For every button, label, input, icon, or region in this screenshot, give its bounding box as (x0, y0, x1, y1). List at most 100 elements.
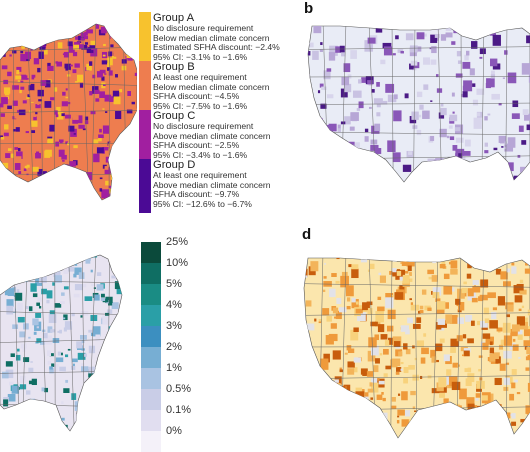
county-patch (370, 252, 377, 260)
county-patch (308, 397, 311, 399)
county-patch (422, 431, 427, 437)
county-patch (490, 341, 493, 345)
county-patch (432, 275, 438, 282)
county-patch (441, 34, 446, 41)
county-patch (392, 268, 396, 272)
county-patch (322, 143, 328, 149)
county-patch (59, 330, 62, 334)
county-patch (77, 75, 83, 83)
county-patch (59, 423, 64, 428)
county-patch (343, 178, 347, 182)
county-patch (381, 392, 383, 395)
county-patch (92, 203, 94, 205)
county-patch (301, 414, 303, 417)
county-patch (90, 425, 93, 429)
county-patch (37, 203, 43, 209)
county-patch (99, 427, 102, 429)
county-patch (361, 417, 367, 422)
county-patch (373, 365, 378, 372)
county-patch (53, 421, 60, 430)
county-patch (85, 117, 88, 121)
county-patch (340, 401, 348, 408)
county-patch (59, 32, 65, 36)
county-patch (8, 148, 12, 151)
map-c-svg (0, 245, 137, 442)
county-patch (401, 369, 403, 371)
county-patch (430, 100, 432, 101)
county-patch (419, 115, 421, 118)
county-patch (61, 155, 67, 160)
county-patch (472, 298, 478, 302)
county-patch (42, 387, 45, 391)
county-patch (108, 51, 112, 56)
county-patch (527, 24, 529, 26)
county-patch (376, 26, 382, 32)
county-patch (370, 397, 373, 399)
county-patch (490, 423, 498, 429)
county-patch (8, 183, 10, 186)
county-patch (16, 70, 19, 74)
county-patch (323, 276, 326, 279)
county-patch (132, 133, 137, 138)
scale-swatch (141, 305, 161, 326)
county-patch (466, 253, 474, 260)
county-patch (321, 380, 323, 382)
county-patch (19, 331, 25, 337)
county-patch (474, 285, 476, 288)
county-patch (10, 200, 14, 204)
county-patch (403, 378, 408, 383)
county-patch (430, 136, 434, 141)
county-patch (136, 41, 137, 47)
county-patch (440, 339, 445, 343)
county-patch (58, 42, 63, 48)
county-patch (347, 297, 350, 301)
county-patch (56, 357, 63, 362)
county-patch (498, 296, 505, 305)
county-patch (128, 20, 133, 26)
county-patch (314, 427, 318, 431)
county-patch (74, 294, 80, 298)
county-patch (402, 419, 409, 426)
county-patch (63, 388, 69, 393)
county-patch (517, 316, 525, 325)
county-patch (526, 356, 530, 360)
county-patch (46, 300, 49, 303)
county-patch (22, 203, 26, 207)
county-patch (25, 31, 30, 35)
county-patch (305, 407, 314, 413)
county-patch (100, 188, 103, 191)
legend-swatch (139, 61, 151, 110)
county-patch (365, 136, 369, 142)
county-patch (343, 168, 349, 174)
county-patch (501, 412, 506, 417)
county-patch (366, 182, 369, 185)
county-patch (324, 263, 326, 264)
county-patch (4, 193, 6, 195)
county-patch (312, 119, 318, 127)
county-patch (2, 24, 9, 29)
county-patch (378, 324, 384, 332)
county-patch (331, 273, 337, 277)
county-patch (130, 303, 134, 306)
county-patch (435, 423, 440, 428)
county-patch (327, 94, 333, 98)
county-patch (495, 410, 503, 420)
county-patch (102, 315, 109, 324)
county-patch (422, 111, 430, 119)
county-patch (479, 355, 483, 357)
county-patch (48, 201, 52, 206)
county-patch (498, 177, 500, 179)
county-patch (61, 401, 63, 404)
county-patch (47, 290, 53, 298)
county-patch (497, 435, 501, 440)
county-patch (309, 43, 313, 48)
county-patch (397, 410, 405, 416)
county-patch (355, 142, 360, 148)
county-patch (118, 342, 123, 347)
county-patch (135, 49, 137, 54)
county-patch (66, 88, 68, 90)
county-patch (111, 164, 118, 169)
county-patch (126, 35, 132, 42)
county-patch (382, 185, 384, 187)
county-patch (136, 26, 137, 29)
